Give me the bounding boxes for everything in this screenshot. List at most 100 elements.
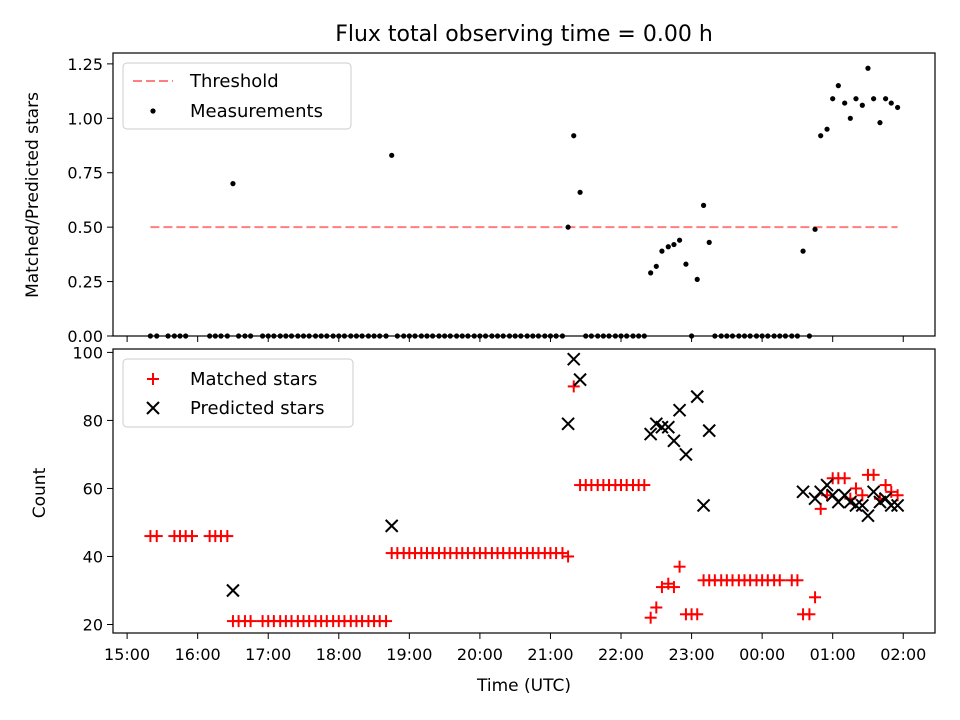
matched-star-marker <box>849 482 862 495</box>
measurement-point <box>565 224 571 230</box>
measurement-point <box>700 202 707 208</box>
measurement-point <box>842 100 848 106</box>
measurement-point <box>571 133 577 139</box>
measurement-point <box>818 133 824 139</box>
predicted-marker-b <box>866 485 881 499</box>
count-y-tick-label: 60 <box>83 479 103 498</box>
matched-legend-label: Matched stars <box>190 369 317 390</box>
predicted-star-marker <box>573 372 587 387</box>
count-legend-box <box>122 358 354 428</box>
count-y-tick-label: 40 <box>83 547 103 566</box>
predicted-marker-b <box>226 583 240 598</box>
measurement-point <box>389 152 395 158</box>
ratio-y-tick-label: 1.00 <box>67 109 103 128</box>
predicted-marker-b <box>643 427 658 441</box>
measurement-point <box>859 102 865 108</box>
matched-legend-swatch <box>147 373 159 385</box>
x-tick-label: 19:00 <box>386 645 432 664</box>
measurement-point <box>577 189 583 195</box>
x-tick-label: 01:00 <box>810 645 856 664</box>
predicted-star-marker <box>849 498 863 513</box>
predicted-legend-label: Predicted stars <box>190 398 324 419</box>
x-tick-label: 17:00 <box>245 645 291 664</box>
measurement-point <box>800 248 806 254</box>
predicted-marker-b <box>849 498 863 513</box>
predicted-star-marker <box>855 498 870 513</box>
predicted-marker-b <box>679 447 693 462</box>
measurements-legend-label: Measurements <box>190 101 323 122</box>
measurement-point <box>895 104 901 111</box>
measurement-point <box>830 96 836 102</box>
matched-star-marker <box>856 489 869 502</box>
matched-star-marker <box>691 608 704 621</box>
x-tick-label: 18:00 <box>316 645 362 664</box>
matched-star-marker <box>673 560 686 573</box>
matched-star-marker <box>879 479 892 492</box>
matched-star-marker <box>838 472 851 485</box>
predicted-star-marker <box>561 417 575 431</box>
ratio-y-tick-label: 1.25 <box>67 55 103 74</box>
predicted-marker-b <box>661 420 675 434</box>
predicted-star-marker <box>643 427 658 441</box>
matched-star-marker <box>380 615 393 628</box>
predicted-marker-b <box>561 417 575 431</box>
measurement-point <box>683 261 689 267</box>
predicted-marker-b <box>861 508 875 523</box>
predicted-marker-b <box>825 488 840 502</box>
measurement-point <box>706 239 712 245</box>
count-y-tick-label: 20 <box>83 615 103 634</box>
predicted-marker-b <box>890 498 905 513</box>
predicted-star-marker <box>655 420 669 434</box>
measurement-point <box>648 270 654 276</box>
ratio-y-tick-label: 0.50 <box>67 218 103 237</box>
predicted-star-marker <box>667 434 681 448</box>
predicted-star-marker <box>696 498 711 513</box>
predicted-marker-b <box>878 491 893 506</box>
predicted-marker-b <box>837 488 852 502</box>
count-y-tick-label: 80 <box>83 411 103 430</box>
matched-star-marker <box>667 581 680 594</box>
matched-star-marker <box>867 468 880 481</box>
predicted-star-marker <box>702 423 716 438</box>
matched-star-marker <box>791 574 804 587</box>
measurement-point <box>659 248 665 254</box>
predicted-star-marker <box>796 485 810 499</box>
matched-star-marker <box>150 530 163 543</box>
predicted-marker-b <box>702 423 716 438</box>
measurements-legend-swatch <box>150 108 156 114</box>
count-y-axis-label: Count <box>30 467 50 518</box>
x-tick-label: 02:00 <box>880 645 926 664</box>
count-y-tick-label: 100 <box>72 343 103 362</box>
x-tick-label: 22:00 <box>598 645 644 664</box>
predicted-star-marker <box>890 498 905 513</box>
x-tick-label: 16:00 <box>175 645 221 664</box>
matched-star-marker <box>186 530 199 543</box>
measurement-point <box>671 241 677 248</box>
matched-star-marker <box>221 530 234 543</box>
predicted-marker-b <box>820 478 834 492</box>
measurement-point <box>665 244 671 250</box>
ratio-y-tick-label: 0.25 <box>67 273 103 292</box>
matched-star-marker <box>773 574 786 587</box>
count-legend: Matched stars Predicted stars <box>122 358 354 428</box>
count-panel: 20 40 60 80 100 15:00 16:00 17:00 18:00 19:00 20:0… <box>30 343 936 696</box>
chart-title: Flux total observing time = 0.00 h <box>335 22 713 47</box>
measurement-point <box>824 126 830 132</box>
measurement-point <box>877 120 883 126</box>
measurement-point <box>230 181 236 187</box>
matched-star-marker <box>885 485 898 498</box>
measurement-point <box>871 96 877 102</box>
predicted-marker-b <box>672 403 687 417</box>
measurement-point <box>653 263 659 269</box>
predicted-star-marker <box>820 478 834 492</box>
matched-star-marker <box>650 601 663 614</box>
measurement-point <box>865 65 871 71</box>
predicted-star-marker <box>861 508 875 523</box>
ratio-y-tick-label: 0.00 <box>67 327 103 346</box>
threshold-legend-label: Threshold <box>189 71 279 92</box>
predicted-star-marker <box>672 403 687 417</box>
ratio-legend-box <box>122 62 352 130</box>
x-tick-label: 21:00 <box>527 645 573 664</box>
predicted-marker-b <box>696 498 711 513</box>
